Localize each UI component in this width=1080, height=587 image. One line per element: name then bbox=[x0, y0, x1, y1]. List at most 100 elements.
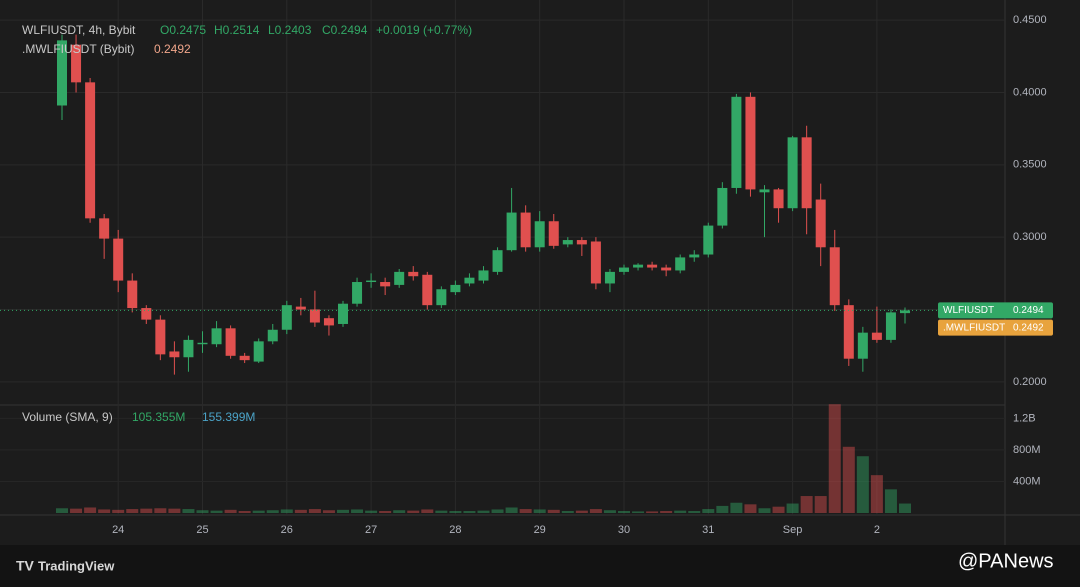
candle-body bbox=[450, 284, 461, 293]
volume-bar bbox=[168, 508, 181, 513]
legend-change: +0.0019 (+0.77%) bbox=[376, 23, 472, 37]
candle-body bbox=[155, 319, 166, 355]
volume-bar bbox=[786, 503, 799, 513]
candle-body bbox=[408, 271, 419, 277]
brand: TradingView bbox=[38, 558, 115, 573]
legend-close: C0.2494 bbox=[322, 23, 368, 37]
candle-body bbox=[183, 339, 194, 358]
volume-bar bbox=[828, 404, 841, 513]
candle-body bbox=[478, 270, 489, 281]
volume-bar bbox=[856, 456, 869, 513]
marks bbox=[0, 34, 1005, 513]
brand-logo: TV bbox=[16, 558, 35, 574]
volume-bar bbox=[575, 510, 588, 513]
legend-open: O0.2475 bbox=[160, 23, 206, 37]
volume-bar bbox=[646, 511, 659, 513]
volume-bar bbox=[308, 509, 321, 513]
volume-bar bbox=[814, 496, 827, 513]
y-tick-label: 0.4000 bbox=[1013, 86, 1047, 98]
volume-bar bbox=[603, 510, 616, 513]
legend-high: H0.2514 bbox=[214, 23, 260, 37]
x-tick-label: 25 bbox=[196, 524, 208, 536]
candle-body bbox=[675, 257, 686, 271]
x-tick-label: 31 bbox=[702, 524, 714, 536]
candle-body bbox=[787, 137, 798, 209]
volume-sma: 105.355M bbox=[132, 410, 185, 424]
volume-bar bbox=[716, 505, 729, 513]
candle-body bbox=[253, 341, 264, 362]
candle-body bbox=[422, 274, 433, 306]
volume-bar bbox=[688, 511, 701, 513]
volume-bar bbox=[351, 509, 364, 513]
y-tick-label: 1.2B bbox=[1013, 412, 1036, 424]
volume-bar bbox=[70, 508, 83, 513]
candle-body bbox=[731, 96, 742, 188]
y-tick-label: 0.2000 bbox=[1013, 376, 1047, 388]
symbol: WLFIUSDT, 4h, Bybit bbox=[22, 23, 136, 37]
candle-body bbox=[211, 328, 222, 345]
candle-body bbox=[394, 271, 405, 285]
volume-bar bbox=[238, 511, 251, 513]
candle-body bbox=[619, 267, 629, 272]
candle-body bbox=[871, 332, 882, 340]
candle-body bbox=[647, 264, 658, 268]
volume-bar bbox=[126, 509, 139, 513]
labels: WLFIUSDT, 4h, Bybit O0.2475 H0.2514 L0.2… bbox=[16, 14, 1054, 574]
volume-bar bbox=[322, 510, 335, 513]
candle-body bbox=[113, 238, 124, 281]
volume-bar bbox=[730, 502, 743, 513]
candle-body bbox=[169, 351, 180, 358]
candle-body bbox=[71, 44, 82, 83]
candle-body bbox=[281, 305, 292, 330]
volume-bar bbox=[435, 510, 448, 513]
volume-bar bbox=[112, 509, 125, 513]
volume-bar bbox=[618, 511, 630, 513]
candle-body bbox=[464, 277, 475, 284]
volume-bar bbox=[266, 510, 279, 513]
price-tag-value: 0.2492 bbox=[1013, 322, 1044, 333]
y-tick-label: 400M bbox=[1013, 475, 1041, 487]
watermark: @PANews bbox=[958, 550, 1054, 572]
volume-bar bbox=[407, 510, 420, 513]
price-tag bbox=[938, 319, 1053, 336]
volume-bar bbox=[280, 509, 293, 513]
volume-bar bbox=[702, 509, 715, 513]
candle-body bbox=[366, 280, 377, 283]
volume-bar bbox=[589, 509, 602, 513]
volume-bar bbox=[884, 489, 897, 513]
volume-bar bbox=[772, 506, 785, 513]
x-tick-label: Sep bbox=[783, 524, 803, 536]
candle-body bbox=[127, 280, 138, 309]
candle-body bbox=[773, 189, 784, 209]
candle-body bbox=[534, 221, 545, 248]
volume-bar bbox=[252, 510, 265, 513]
candle-body bbox=[548, 221, 559, 246]
volume-bar bbox=[519, 509, 532, 513]
candle-body bbox=[900, 310, 910, 314]
volume-bar bbox=[56, 508, 68, 513]
candle-body bbox=[604, 271, 615, 284]
volume-bar bbox=[379, 511, 392, 513]
volume-bar bbox=[196, 510, 209, 513]
x-tick-label: 28 bbox=[449, 524, 461, 536]
x-tick-label: 26 bbox=[281, 524, 293, 536]
candle-body bbox=[323, 318, 334, 326]
volume-bar bbox=[182, 509, 195, 513]
candle-body bbox=[309, 309, 320, 323]
x-tick-label: 30 bbox=[618, 524, 630, 536]
y-tick-label: 0.3000 bbox=[1013, 231, 1047, 243]
price-tag-label: .MWLFIUSDT bbox=[943, 322, 1005, 333]
volume-bar bbox=[674, 510, 687, 513]
candle-body bbox=[703, 225, 714, 255]
volume-bar bbox=[210, 510, 223, 513]
candle-body bbox=[633, 264, 644, 268]
candle-body bbox=[492, 250, 503, 272]
volume-bar bbox=[800, 496, 813, 513]
candle-body bbox=[239, 355, 250, 361]
volume-bar bbox=[477, 510, 490, 513]
candle-body bbox=[436, 289, 447, 306]
candle-body bbox=[661, 267, 672, 271]
candle-body bbox=[267, 329, 278, 342]
volume-bar bbox=[154, 508, 167, 513]
